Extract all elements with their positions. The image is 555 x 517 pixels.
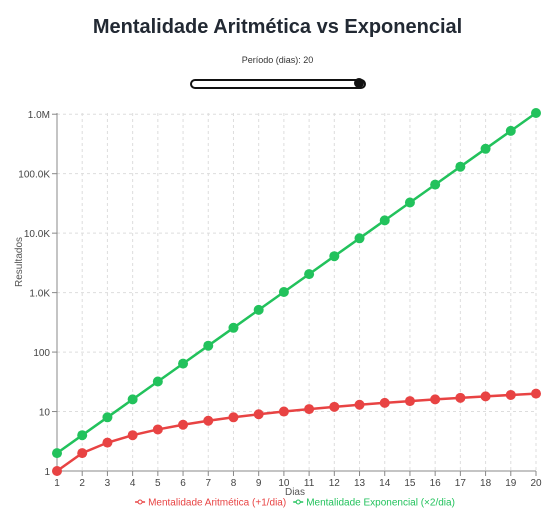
series-2-point	[178, 358, 189, 369]
series-2-point	[430, 179, 441, 190]
legend-marker-2	[295, 499, 301, 505]
x-tick-label: 15	[404, 478, 416, 489]
series-1-point	[379, 397, 390, 408]
series-2-point	[505, 125, 516, 136]
series-1-point	[203, 415, 214, 426]
series-2-point	[354, 233, 365, 244]
x-tick-label: 8	[231, 478, 237, 489]
series-1-point	[430, 394, 441, 405]
series-1-point	[455, 392, 466, 403]
legend-label-1: Mentalidade Aritmética (+1/dia)	[148, 498, 286, 509]
series-2-point	[228, 322, 239, 333]
series-2-point	[253, 304, 264, 315]
x-tick-label: 6	[180, 478, 186, 489]
series-2-point	[404, 197, 415, 208]
series	[52, 108, 541, 476]
legend: Mentalidade Aritmética (+1/dia) Mentalida…	[135, 498, 455, 509]
series-1-point	[152, 424, 163, 435]
y-tick-label: 100.0K	[18, 170, 50, 181]
y-tick-label: 1	[44, 467, 50, 478]
series-2-point	[102, 412, 113, 423]
series-2-point	[329, 251, 340, 262]
x-tick-label: 19	[505, 478, 517, 489]
x-tick-label: 16	[430, 478, 442, 489]
x-tick-label: 13	[354, 478, 366, 489]
x-tick-label: 17	[455, 478, 467, 489]
legend-label-2: Mentalidade Exponencial (×2/dia)	[306, 498, 455, 509]
x-tick-label: 2	[79, 478, 85, 489]
y-tick-label: 1.0M	[28, 110, 50, 121]
series-2-point	[480, 143, 491, 154]
series-1-point	[77, 448, 88, 459]
x-tick-label: 10	[278, 478, 290, 489]
x-tick-label: 3	[105, 478, 111, 489]
series-1-point	[102, 437, 113, 448]
y-tick-label: 100	[33, 348, 50, 359]
legend-marker-1	[137, 499, 143, 505]
y-axis-label: Resultados	[14, 237, 25, 287]
x-tick-label: 4	[130, 478, 136, 489]
series-2-point	[531, 108, 541, 118]
series-1-point	[354, 399, 365, 410]
x-tick-label: 18	[480, 478, 492, 489]
series-1-point	[178, 419, 189, 430]
axes: 1 2 3 4 5 6 7 8 9 10 11 12 13 14 15 16 17 18 19 201101001.0…	[18, 110, 542, 489]
x-tick-label: 12	[329, 478, 341, 489]
x-tick-label: 1	[54, 478, 60, 489]
period-slider[interactable]	[190, 78, 366, 89]
period-label: Período (dias): 20	[0, 55, 555, 65]
series-1-point	[531, 388, 541, 399]
period-value: 20	[303, 55, 314, 65]
y-tick-label: 1.0K	[29, 289, 50, 300]
series-1-point	[253, 409, 264, 420]
x-tick-label: 7	[205, 478, 211, 489]
series-2-point	[52, 448, 62, 459]
series-1-point	[228, 412, 239, 423]
series-1-point	[505, 389, 516, 400]
chart-title: Mentalidade Aritmética vs Exponencial	[92, 16, 463, 38]
period-slider-thumb[interactable]	[354, 78, 364, 88]
series-1-point	[329, 401, 340, 412]
x-tick-label: 11	[304, 478, 315, 489]
series-2-point	[152, 376, 163, 387]
y-tick-label: 10.0K	[24, 229, 50, 240]
series-2-point	[455, 161, 466, 172]
period-label-prefix: Período (dias):	[241, 55, 304, 65]
series-1-point	[278, 406, 289, 417]
series-2-point	[77, 430, 88, 441]
x-tick-label: 14	[379, 478, 391, 489]
series-line-2	[56, 111, 537, 455]
y-tick-label: 10	[39, 408, 51, 419]
series-2-point	[127, 394, 138, 405]
series-1-point	[404, 396, 415, 407]
series-2-point	[278, 287, 289, 297]
x-tick-label: 9	[256, 478, 262, 489]
series-2-point	[203, 340, 214, 351]
x-tick-label: 20	[530, 478, 542, 489]
series-2-point	[304, 269, 315, 280]
series-1-point	[304, 404, 315, 415]
series-1-point	[127, 430, 138, 441]
series-2-point	[379, 215, 390, 226]
x-axis-label: Dias	[285, 487, 305, 498]
series-1-point	[480, 391, 491, 402]
x-tick-label: 5	[155, 478, 161, 489]
series-1-point	[52, 466, 62, 476]
